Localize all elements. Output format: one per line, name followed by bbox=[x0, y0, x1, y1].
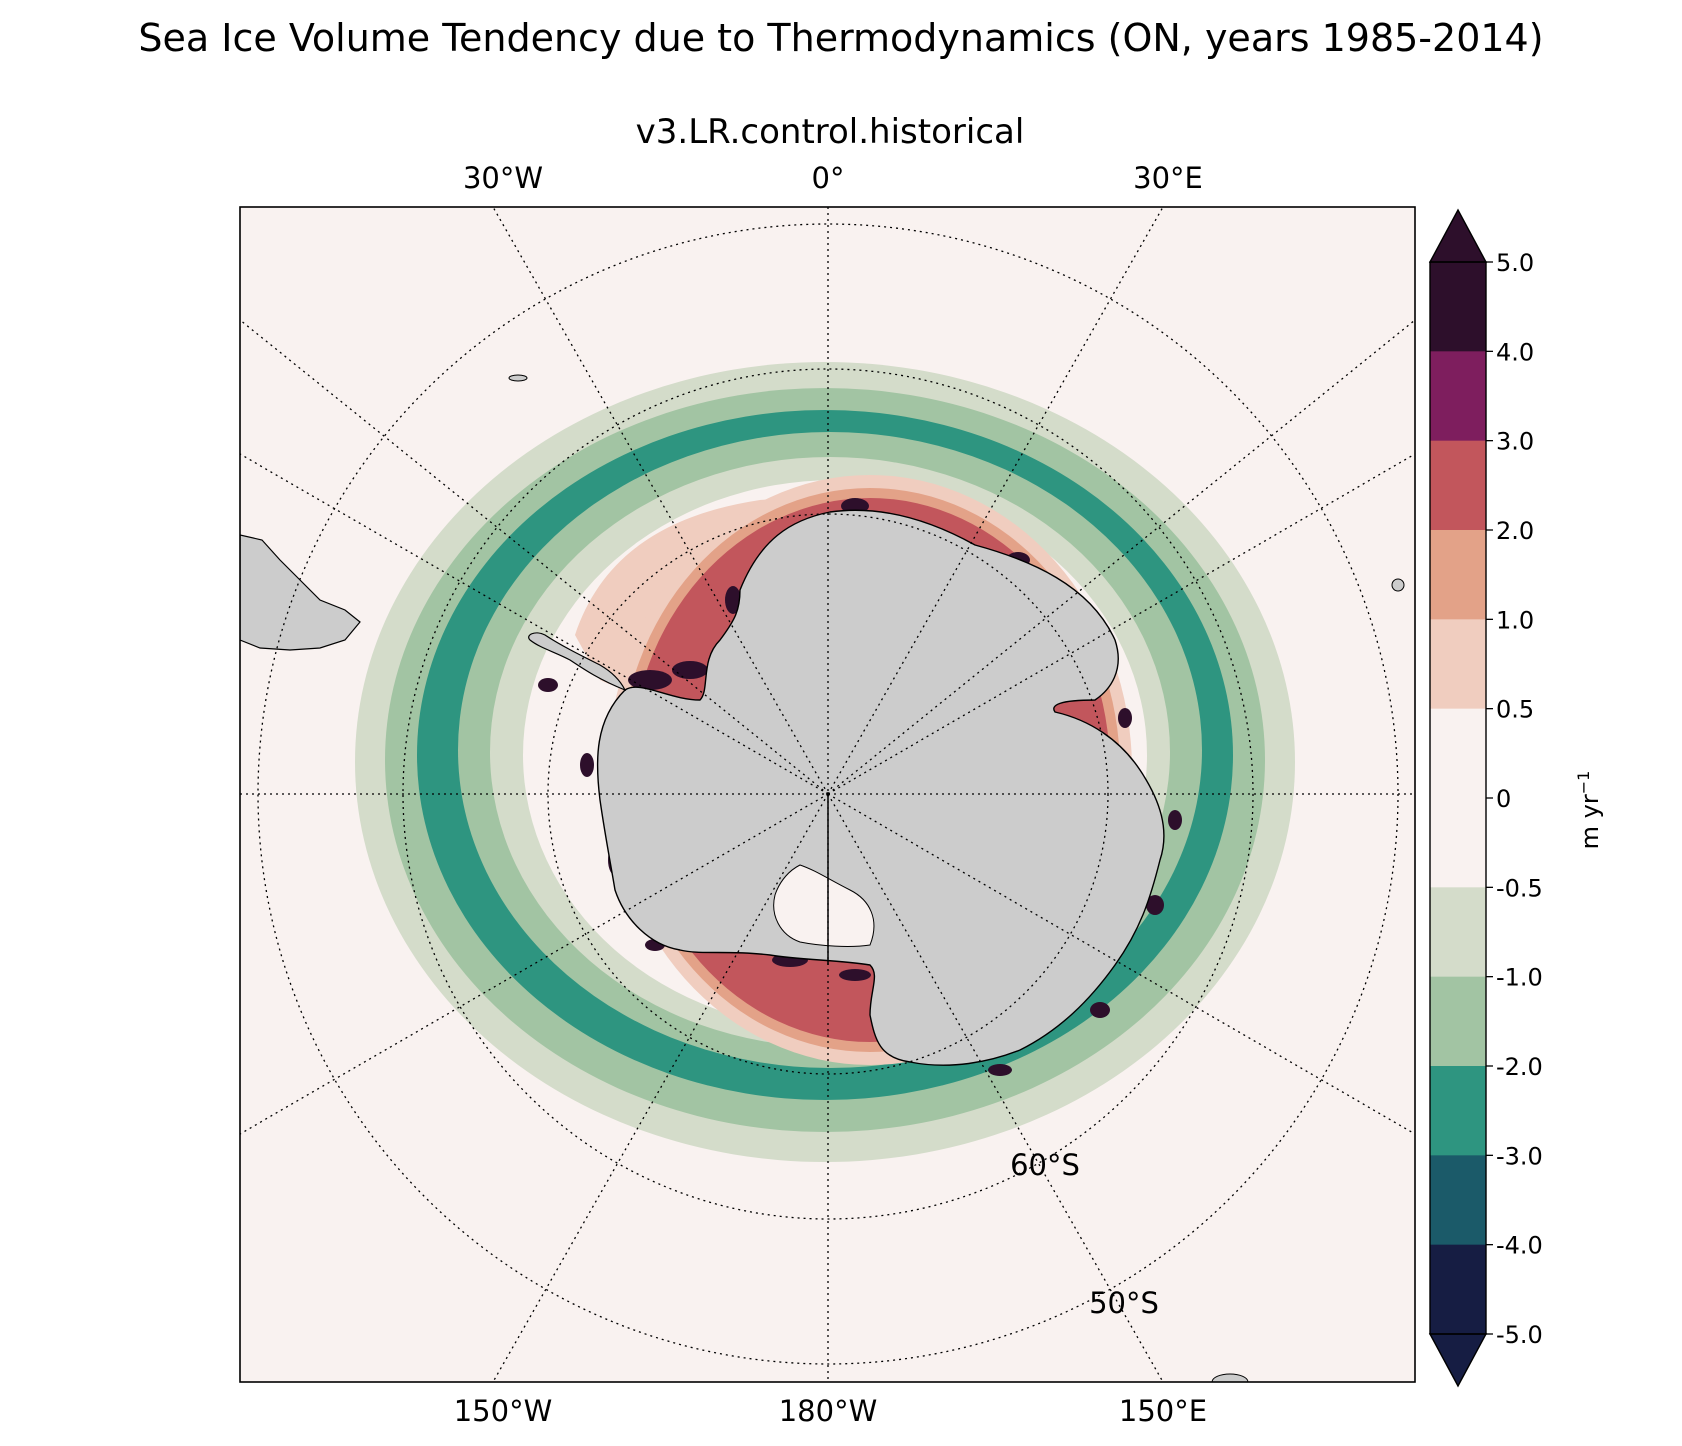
island bbox=[1211, 1373, 1249, 1382]
colorbar-segment bbox=[1430, 530, 1486, 620]
colorbar-tick-label: -5.0 bbox=[1496, 1321, 1543, 1349]
colorbar-tick-label: 5.0 bbox=[1496, 249, 1534, 277]
map-panel: 60°S 50°S bbox=[240, 207, 1415, 1382]
colorbar-tick-label: 2.0 bbox=[1496, 517, 1534, 545]
colorbar-tick-label: -3.0 bbox=[1496, 1142, 1543, 1170]
colorbar-segment bbox=[1430, 708, 1486, 799]
lon-label-bottom-2: 150°E bbox=[1119, 1394, 1207, 1428]
colorbar-tick-label: 0 bbox=[1496, 785, 1511, 813]
colorbar-segment bbox=[1430, 262, 1486, 352]
antarctic-peninsula bbox=[528, 632, 627, 692]
lat-label-50s: 50°S bbox=[1089, 1286, 1159, 1320]
ross-ice-shelf bbox=[773, 864, 875, 947]
colorbar-segment bbox=[1430, 619, 1486, 710]
colorbar-extend-min bbox=[1428, 1333, 1488, 1388]
colorbar-segment bbox=[1430, 1155, 1486, 1246]
colorbar-tick-label: -1.0 bbox=[1496, 964, 1543, 992]
colorbar-segment bbox=[1430, 1066, 1486, 1156]
colorbar-tick-label: 4.0 bbox=[1496, 338, 1534, 366]
colorbar-tick-label: -4.0 bbox=[1496, 1232, 1543, 1260]
graticule bbox=[240, 207, 1415, 1382]
colorbar-segment bbox=[1430, 351, 1486, 442]
colorbar-extend-max bbox=[1428, 208, 1488, 263]
colorbar-tick-label: 3.0 bbox=[1496, 428, 1534, 456]
south-america-tip bbox=[240, 534, 361, 651]
island bbox=[508, 374, 528, 382]
lat-label-60s: 60°S bbox=[1010, 1148, 1080, 1182]
lon-label-top-0: 30°W bbox=[463, 161, 543, 195]
lon-label-bottom-1: 180°W bbox=[779, 1394, 878, 1428]
colorbar-tick-label: -2.0 bbox=[1496, 1053, 1543, 1081]
colorbar-segment bbox=[1430, 1244, 1486, 1335]
colorbar-tick-label: 0.5 bbox=[1496, 696, 1534, 724]
lon-label-top-2: 30°E bbox=[1133, 161, 1203, 195]
lon-label-bottom-0: 150°W bbox=[454, 1394, 553, 1428]
antarctica-landmass bbox=[596, 509, 1165, 1066]
figure-title: Sea Ice Volume Tendency due to Thermodyn… bbox=[138, 16, 1544, 60]
lon-label-top-1: 0° bbox=[812, 161, 845, 195]
colorbar-label: m yr−1 bbox=[1574, 771, 1604, 850]
map-subtitle: v3.LR.control.historical bbox=[635, 112, 1025, 152]
colorbar-tick-label: -0.5 bbox=[1496, 874, 1543, 902]
colorbar-segment bbox=[1430, 798, 1486, 888]
map-frame bbox=[239, 206, 1416, 1383]
colorbar: 5.0 4.0 3.0 2.0 1.0 0.5 0 -0.5 -1.0 -2.0 -3.0 -4.0 -… bbox=[1428, 208, 1543, 1388]
colorbar-tick-label: 1.0 bbox=[1496, 606, 1534, 634]
colorbar-segment bbox=[1430, 976, 1486, 1067]
island bbox=[1391, 578, 1405, 592]
colorbar-segment bbox=[1430, 887, 1486, 978]
colorbar-segment bbox=[1430, 440, 1486, 531]
